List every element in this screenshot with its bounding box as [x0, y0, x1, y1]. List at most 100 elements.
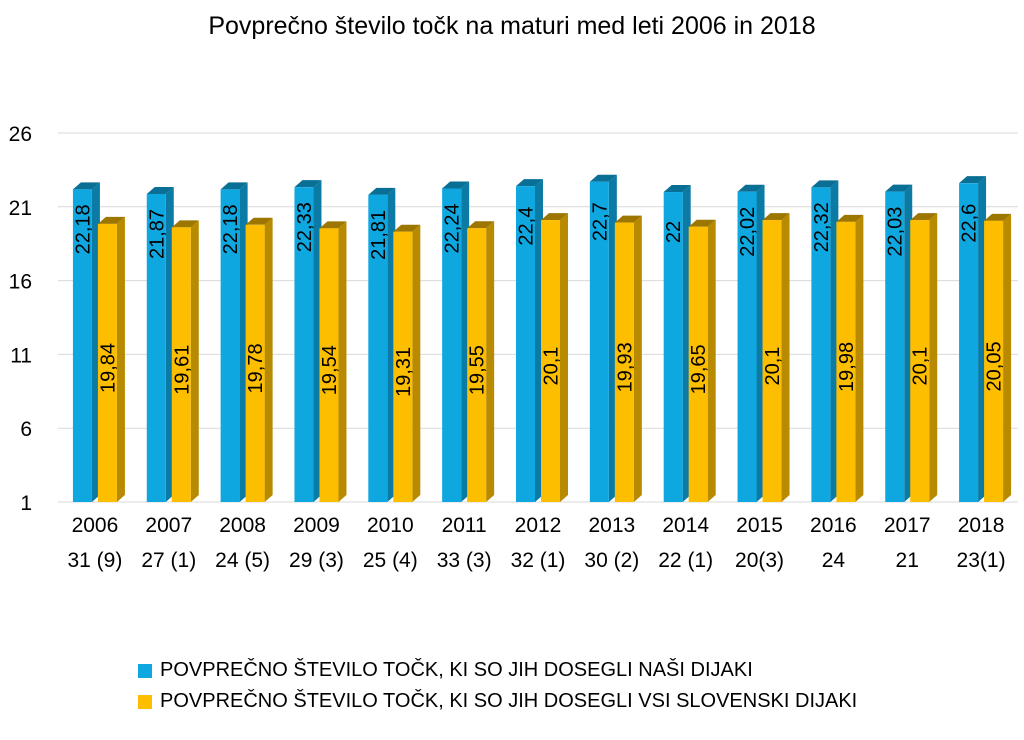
bar-top: [171, 220, 199, 228]
bar: [171, 227, 191, 502]
bar: [294, 187, 314, 503]
bar-top: [245, 217, 273, 225]
x-tick-label: 2013: [588, 514, 635, 537]
bar-side: [633, 215, 642, 502]
bar-top: [984, 213, 1012, 221]
x-tick-label: 2009: [293, 514, 340, 537]
bar-top: [294, 180, 322, 188]
bar: [245, 224, 265, 503]
bar-top: [663, 185, 691, 193]
data-label: 22,03: [885, 207, 907, 257]
data-label: 19,54: [319, 345, 341, 395]
x-tick-sublabel: 32 (1): [511, 549, 566, 572]
bar: [885, 191, 905, 502]
bar-top: [368, 187, 396, 195]
bar-side: [707, 219, 716, 502]
x-tick-sublabel: 31 (9): [67, 549, 122, 572]
data-label: 20,1: [541, 347, 563, 386]
bar: [959, 183, 979, 502]
bar: [220, 189, 240, 503]
y-tick-label: 21: [9, 197, 32, 220]
bar: [393, 231, 413, 503]
bar-top: [737, 184, 765, 192]
bar-side: [190, 220, 199, 502]
bar: [811, 187, 831, 502]
bar: [97, 223, 117, 502]
bar-top: [910, 213, 938, 221]
bar-top: [836, 214, 864, 222]
legend-item: POVPREČNO ŠTEVILO TOČK, KI SO JIH DOSEGL…: [138, 655, 857, 686]
bar: [688, 226, 708, 502]
legend-label: POVPREČNO ŠTEVILO TOČK, KI SO JIH DOSEGL…: [160, 659, 753, 681]
bar-top: [885, 184, 913, 192]
bar-top: [516, 179, 543, 187]
bar-top: [614, 215, 642, 223]
legend-swatch: [138, 694, 152, 709]
bar-top: [688, 219, 716, 227]
bar-side: [1003, 213, 1012, 502]
bar-side: [929, 213, 938, 503]
x-tick-label: 2012: [515, 514, 562, 537]
data-label: 22,24: [442, 203, 464, 253]
x-tick-sublabel: 29 (3): [289, 549, 344, 572]
data-label: 19,61: [171, 345, 193, 395]
data-label: 19,78: [245, 343, 267, 393]
x-tick-sublabel: 23(1): [957, 549, 1006, 572]
data-label: 19,31: [393, 347, 415, 397]
bar: [836, 221, 856, 502]
bar-top: [72, 182, 100, 190]
data-label: 20,1: [762, 347, 784, 386]
bar-top: [319, 221, 347, 229]
bar-top: [589, 174, 617, 182]
bar-top: [97, 216, 125, 224]
bar-side: [486, 221, 495, 502]
y-tick-label: 26: [9, 123, 32, 146]
data-label: 22: [663, 221, 685, 243]
bar-side: [781, 213, 790, 503]
bar: [663, 192, 683, 503]
x-tick-sublabel: 24: [822, 549, 846, 572]
data-label: 22,33: [294, 202, 316, 252]
x-tick-label: 2010: [367, 514, 414, 537]
x-tick-label: 2008: [219, 514, 266, 537]
bar: [72, 189, 92, 503]
data-label: 22,18: [220, 204, 242, 254]
data-label: 21,81: [368, 210, 390, 260]
data-label: 22,18: [72, 204, 94, 254]
bar-side: [116, 216, 125, 502]
x-tick-sublabel: 27 (1): [141, 549, 196, 572]
legend: POVPREČNO ŠTEVILO TOČK, KI SO JIH DOSEGL…: [138, 655, 857, 717]
bar-side: [412, 224, 421, 503]
data-label: 22,7: [589, 202, 611, 241]
bar-top: [442, 181, 470, 189]
x-tick-label: 2007: [145, 514, 192, 537]
bar-top: [959, 176, 987, 184]
bar-top: [541, 213, 568, 221]
bar: [910, 220, 930, 503]
legend-item: POVPREČNO ŠTEVILO TOČK, KI SO JIH DOSEGL…: [138, 686, 857, 717]
legend-swatch: [138, 663, 152, 678]
data-label: 20,05: [984, 341, 1006, 391]
bar-top: [220, 182, 248, 190]
bar: [762, 220, 782, 503]
data-label: 22,32: [811, 202, 833, 252]
bar: [589, 181, 609, 502]
chart-title: Povprečno število točk na maturi med let…: [208, 12, 816, 40]
bar-top: [146, 186, 174, 194]
x-tick-sublabel: 33 (3): [437, 549, 492, 572]
legend-label: POVPREČNO ŠTEVILO TOČK, KI SO JIH DOSEGL…: [160, 690, 858, 712]
bar: [442, 188, 462, 502]
y-tick-label: 11: [10, 344, 32, 367]
bar: [737, 191, 757, 502]
bar-top: [762, 213, 790, 221]
bar: [516, 186, 535, 503]
bar: [368, 194, 388, 502]
x-tick-sublabel: 21: [896, 549, 919, 572]
bar-side: [338, 221, 347, 502]
x-tick-sublabel: 22 (1): [658, 549, 713, 572]
x-tick-label: 2006: [72, 514, 119, 537]
x-tick-sublabel: 24 (5): [215, 549, 270, 572]
bar-side: [855, 214, 864, 502]
